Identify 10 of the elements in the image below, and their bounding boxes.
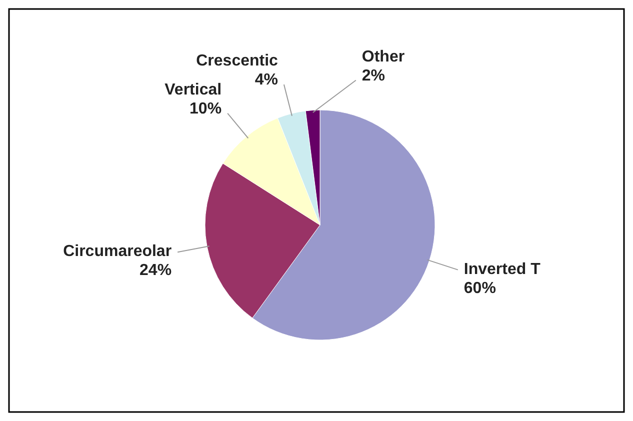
slice-label: Inverted T	[464, 260, 541, 278]
slice-label: Crescentic	[196, 52, 278, 70]
data-label: 24%	[140, 262, 172, 280]
data-label: 4%	[254, 72, 278, 89]
data-label: 60%	[464, 280, 496, 297]
slice-label: Circumareolar	[63, 243, 172, 260]
data-label: 10%	[190, 100, 222, 118]
slice-label: Other	[362, 48, 405, 66]
slice-label: Vertical	[164, 81, 222, 98]
data-label: 2%	[362, 67, 386, 84]
